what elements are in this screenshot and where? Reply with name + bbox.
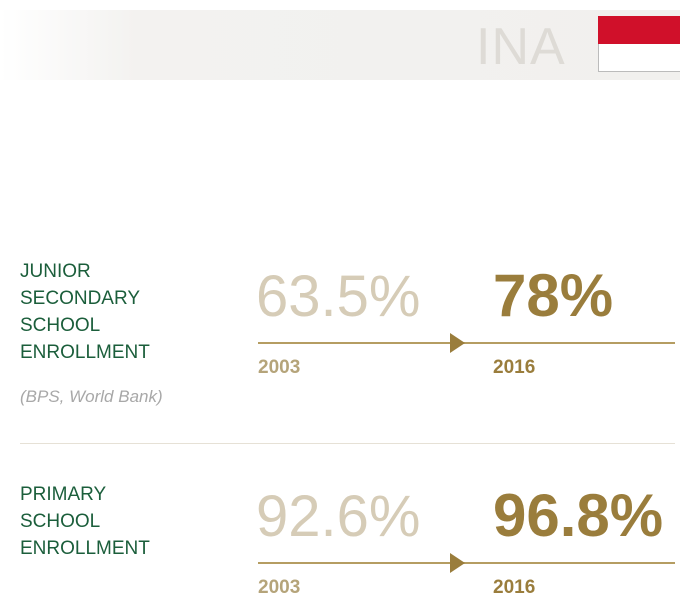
label-line: SCHOOL <box>20 315 101 336</box>
flag-red <box>598 16 680 44</box>
before-value: 63.5% <box>256 264 421 329</box>
label-line: ENROLLMENT <box>20 342 150 363</box>
timeline <box>258 562 675 564</box>
label-line: ENROLLMENT <box>20 538 150 559</box>
arrow <box>450 553 465 573</box>
header-bar <box>0 10 680 80</box>
after-value: 96.8% <box>493 482 664 549</box>
arrow <box>450 333 465 353</box>
row-label: JUNIOR SECONDARY SCHOOL ENROLLMENT <box>20 258 150 366</box>
before-year: 2003 <box>258 577 301 598</box>
timeline <box>258 342 675 344</box>
before-value: 92.6% <box>256 484 421 549</box>
label-line: SECONDARY <box>20 288 141 309</box>
after-year: 2016 <box>493 357 536 378</box>
label-line: PRIMARY <box>20 484 107 505</box>
label-line: SCHOOL <box>20 511 101 532</box>
before-year: 2003 <box>258 357 301 378</box>
separator <box>20 443 675 444</box>
after-value: 78% <box>493 262 614 329</box>
source: (BPS, World Bank) <box>20 387 163 406</box>
row-label: PRIMARY SCHOOL ENROLLMENT <box>20 481 150 562</box>
flag-white <box>598 44 680 72</box>
after-year: 2016 <box>493 577 536 598</box>
country-code: INA <box>476 18 566 76</box>
label-line: JUNIOR <box>20 261 91 282</box>
